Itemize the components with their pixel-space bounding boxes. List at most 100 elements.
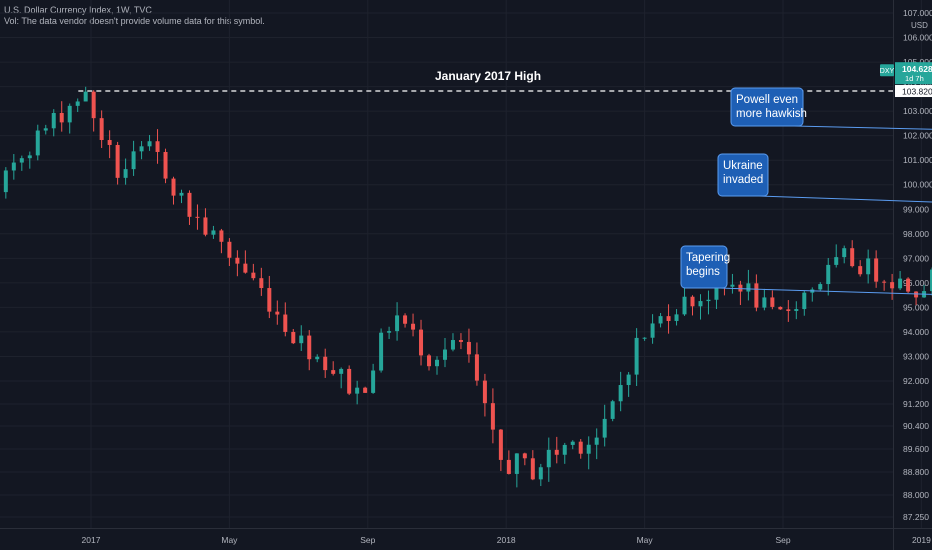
y-tick-label: 87.250 — [903, 512, 929, 522]
candle-body — [11, 162, 16, 171]
candle-body — [586, 444, 591, 454]
candle-body — [730, 284, 735, 287]
candle-body — [882, 281, 887, 283]
candle-body — [379, 332, 384, 371]
candle-body — [187, 192, 192, 217]
y-tick-label: 100.000 — [903, 180, 932, 190]
candle-body — [634, 337, 639, 375]
y-tick-label: 106.000 — [903, 33, 932, 43]
candle-body — [554, 449, 559, 455]
y-tick-label: 93.000 — [903, 351, 929, 361]
candle-body — [594, 437, 599, 445]
candle-body — [514, 453, 519, 474]
candle-body — [355, 387, 360, 394]
candle-body — [858, 266, 863, 275]
candle-body — [147, 141, 152, 147]
candle-body — [794, 309, 799, 311]
candle-body — [474, 354, 479, 381]
x-tick-label: May — [637, 535, 654, 545]
candle-body — [227, 241, 232, 258]
candle-body — [59, 112, 64, 123]
candle-body — [786, 309, 791, 311]
candle-body — [482, 380, 487, 404]
candle-body — [690, 296, 695, 307]
x-tick-label: May — [221, 535, 238, 545]
candle-body — [930, 269, 932, 292]
candle-body — [387, 331, 392, 333]
y-tick-label: 99.000 — [903, 204, 929, 214]
candle-body — [347, 368, 352, 394]
y-tick-label: 94.000 — [903, 327, 929, 337]
candle-body — [115, 144, 120, 178]
candle-body — [530, 458, 535, 480]
candle-body — [403, 315, 408, 324]
candle-body — [818, 284, 823, 290]
y-tick-label: 107.000 — [903, 8, 932, 18]
candle-body — [363, 387, 368, 393]
candle-body — [890, 282, 895, 289]
candle-body — [762, 297, 767, 308]
candle-body — [339, 368, 344, 374]
candle-body — [75, 101, 80, 106]
callout-text: begins — [686, 266, 720, 278]
candle-body — [610, 401, 615, 419]
callout-text: more hawkish — [736, 108, 807, 120]
candle-body — [562, 444, 567, 455]
callout-box — [730, 87, 804, 127]
reference-line-label: January 2017 High — [435, 69, 541, 83]
y-tick-label: 102.000 — [903, 131, 932, 141]
candle-body — [874, 258, 879, 282]
price-tag — [895, 62, 932, 85]
callout-pointer-line — [717, 287, 932, 295]
y-tick-label: 90.400 — [903, 421, 929, 431]
callout-text: Powell even — [736, 94, 798, 106]
candle-body — [203, 217, 208, 235]
candle-body — [179, 192, 184, 196]
candle-body — [251, 272, 256, 279]
y-tick-label: 88.800 — [903, 467, 929, 477]
candle-body — [602, 418, 607, 438]
y-tick-label: 101.000 — [903, 155, 932, 165]
candle-body — [171, 178, 176, 196]
candle-body — [331, 370, 336, 374]
candle-body — [506, 459, 511, 474]
candle-body — [83, 91, 88, 102]
candle-body — [698, 301, 703, 307]
candle-body — [163, 151, 168, 179]
candle-body — [235, 257, 240, 264]
candle-body — [914, 291, 919, 298]
candle-body — [243, 263, 248, 273]
callout-text: invaded — [723, 174, 763, 186]
y-tick-label: 88.000 — [903, 490, 929, 500]
candle-body — [91, 91, 96, 119]
candle-body — [522, 453, 527, 459]
x-tick-label: Sep — [360, 535, 375, 545]
candle-body — [802, 292, 807, 310]
candle-body — [770, 297, 775, 307]
price-tag-countdown: 1d 7h — [905, 74, 924, 83]
candle-body — [123, 169, 128, 178]
candle-body — [674, 314, 679, 321]
callout-pointer — [713, 288, 932, 295]
candle-body — [283, 314, 288, 332]
candle-body — [754, 283, 759, 308]
candle-body — [371, 370, 376, 393]
x-tick-label: 2019 — [912, 535, 931, 545]
candle-body — [906, 278, 911, 292]
candle-body — [155, 141, 160, 152]
candle-body — [898, 278, 903, 289]
candle-body — [450, 340, 455, 350]
candle-body — [99, 118, 104, 141]
y-tick-label: 98.000 — [903, 229, 929, 239]
candle-body — [442, 349, 447, 360]
y-tick-label: 95.000 — [903, 302, 929, 312]
candle-body — [466, 341, 471, 355]
candle-body — [275, 311, 280, 315]
candle-body — [267, 288, 272, 312]
callout-box — [717, 153, 769, 197]
y-tick-label: 91.200 — [903, 399, 929, 409]
candle-body — [458, 340, 463, 342]
candle-body — [746, 283, 751, 292]
volume-note: Vol: The data vendor doesn't provide vol… — [4, 16, 265, 26]
